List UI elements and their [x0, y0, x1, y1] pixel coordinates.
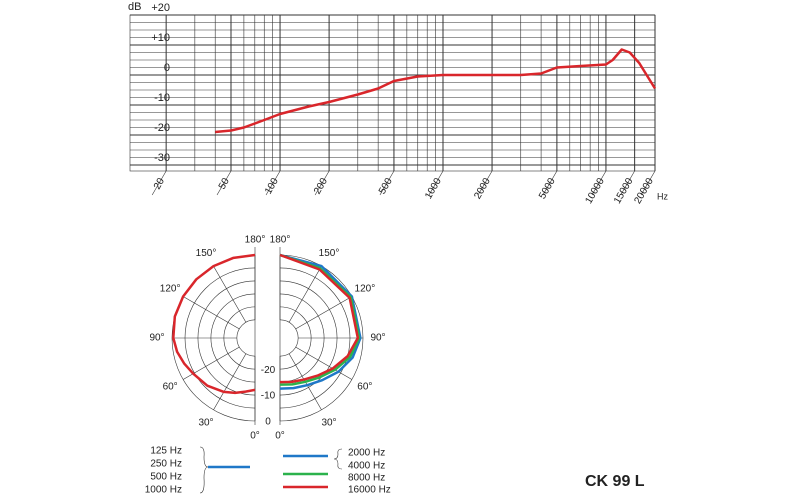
- x-tick: [640, 170, 656, 196]
- x-tick-label: 2000: [472, 176, 493, 201]
- legend-brace: [199, 446, 209, 494]
- x-tick: [379, 170, 395, 196]
- x-tick: [265, 170, 281, 196]
- x-tick-label: 500: [377, 176, 395, 196]
- legend-label: 1000 Hz: [145, 485, 182, 496]
- x-tick-label: 1000: [423, 176, 444, 201]
- x-axis-label: Hz: [657, 191, 668, 201]
- response-line: [215, 48, 657, 134]
- spoke: [213, 353, 247, 411]
- legend-label: 16000 Hz: [348, 485, 391, 496]
- angle-label: 90°: [370, 333, 385, 344]
- angle-label: 30°: [321, 418, 336, 429]
- angle-label: 60°: [357, 382, 372, 393]
- polar-curve: [279, 253, 360, 384]
- x-tick-label: 20: [152, 176, 167, 192]
- x-tick: [477, 170, 493, 196]
- y-tick-label: +20: [151, 2, 170, 14]
- polar-curve: [279, 253, 362, 390]
- ring: [236, 319, 256, 357]
- legend-label: 2000 Hz: [348, 448, 385, 459]
- legend-label: 250 Hz: [150, 459, 182, 470]
- angle-label: 120°: [355, 284, 376, 295]
- angle-label: 180°: [245, 235, 266, 246]
- y-tick-label: -10: [154, 92, 170, 104]
- x-tick: [314, 170, 330, 196]
- x-tick: [151, 170, 167, 196]
- radial-tick-label: -20: [261, 365, 276, 376]
- y-tick-label: 0: [164, 62, 170, 74]
- angle-label: 30°: [198, 418, 213, 429]
- x-tick-label: 20000: [632, 176, 656, 206]
- spoke: [213, 265, 247, 323]
- polar-curve: [172, 253, 256, 395]
- angle-label: 60°: [163, 382, 178, 393]
- x-tick: [216, 170, 232, 196]
- spoke: [182, 296, 240, 330]
- radial-tick-label: 0: [265, 417, 271, 428]
- y-tick-label: -30: [154, 152, 170, 164]
- angle-label: 150°: [196, 248, 217, 259]
- legend-label: 4000 Hz: [348, 461, 385, 472]
- y-axis-label: dB: [128, 1, 141, 13]
- angle-label: 0°: [275, 431, 285, 442]
- x-tick: [428, 170, 444, 196]
- spoke: [288, 265, 322, 323]
- x-tick-label: 15000: [612, 176, 636, 206]
- y-tick-label: -20: [154, 122, 170, 134]
- legend-label: 8000 Hz: [348, 473, 385, 484]
- plot-frame: [129, 14, 656, 172]
- angle-label: 90°: [149, 333, 164, 344]
- x-tick-label: 100: [263, 176, 281, 196]
- spoke: [295, 346, 353, 380]
- angle-label: 120°: [160, 284, 181, 295]
- x-tick-label: 50: [217, 176, 232, 192]
- angle-label: 180°: [270, 235, 291, 246]
- x-tick: [591, 170, 607, 196]
- x-tick-label: 10000: [583, 176, 607, 206]
- spoke: [295, 296, 353, 330]
- radial-tick-label: -10: [261, 391, 276, 402]
- x-tick: [542, 170, 558, 196]
- angle-label: 150°: [319, 248, 340, 259]
- x-tick-label: 5000: [537, 176, 558, 201]
- x-tick-label: 200: [312, 176, 330, 196]
- ring: [279, 319, 299, 357]
- y-tick-label: +10: [151, 32, 170, 44]
- legend-label: 125 Hz: [150, 446, 182, 457]
- x-tick: [620, 170, 635, 196]
- model-name: CK 99 L: [585, 473, 645, 490]
- polar-curve: [279, 253, 361, 386]
- angle-label: 0°: [250, 431, 260, 442]
- legend-label: 500 Hz: [150, 472, 182, 483]
- legend-brace: [333, 448, 343, 470]
